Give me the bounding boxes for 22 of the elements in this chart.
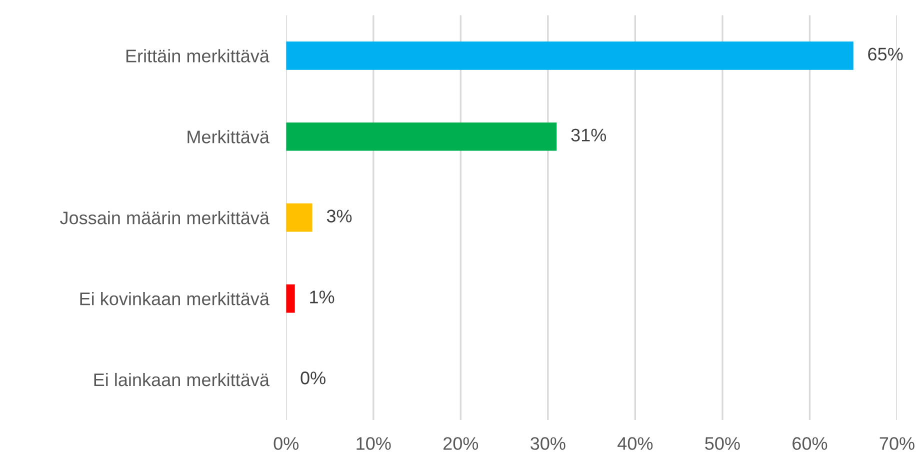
y-tick-label: Erittäin merkittävä [126, 49, 270, 62]
bar [286, 122, 557, 151]
bar [286, 42, 854, 70]
y-tick-label: Ei kovinkaan merkittävä [80, 292, 270, 306]
data-label: 3% [326, 210, 352, 222]
x-tick-label: 70% [880, 437, 914, 450]
x-tick-label: 0% [274, 437, 299, 450]
y-tick-label: Ei lainkaan merkittävä [94, 372, 270, 386]
x-tick-label: 10% [356, 437, 391, 450]
data-label: 31% [571, 128, 606, 142]
bar [286, 284, 295, 313]
bar [286, 203, 312, 232]
data-label: 65% [868, 48, 903, 61]
x-tick-label: 30% [530, 437, 566, 450]
x-tick-label: 20% [443, 437, 478, 450]
data-label: 0% [300, 372, 326, 384]
y-tick-label: Merkittävä [188, 130, 270, 144]
y-tick-label: Jossain määrin merkittävä [60, 211, 270, 224]
x-tick-label: 40% [618, 437, 653, 450]
data-label: 1% [310, 290, 334, 304]
x-tick-label: 60% [792, 437, 828, 450]
x-tick-label: 50% [705, 437, 740, 450]
